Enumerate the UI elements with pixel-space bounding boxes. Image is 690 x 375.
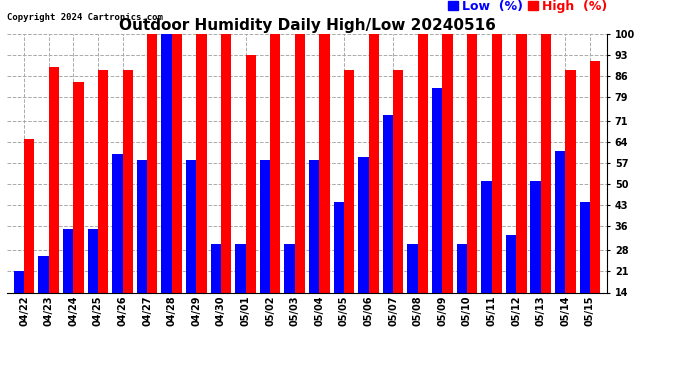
Bar — [137, 160, 147, 292]
Bar — [98, 70, 108, 292]
Bar — [506, 236, 516, 292]
Bar — [491, 34, 502, 292]
Bar — [260, 160, 270, 292]
Bar — [334, 202, 344, 292]
Bar — [112, 154, 123, 292]
Bar — [309, 160, 319, 292]
Bar — [541, 34, 551, 292]
Bar — [383, 115, 393, 292]
Bar — [147, 34, 157, 292]
Bar — [172, 34, 182, 292]
Legend: Low  (%), High  (%): Low (%), High (%) — [448, 0, 607, 13]
Bar — [284, 244, 295, 292]
Bar — [358, 157, 368, 292]
Bar — [88, 230, 98, 292]
Bar — [555, 151, 565, 292]
Bar — [14, 272, 24, 292]
Text: Copyright 2024 Cartronics.com: Copyright 2024 Cartronics.com — [7, 13, 163, 22]
Bar — [49, 67, 59, 292]
Bar — [531, 181, 541, 292]
Bar — [432, 88, 442, 292]
Bar — [295, 34, 305, 292]
Bar — [417, 34, 428, 292]
Bar — [442, 34, 453, 292]
Bar — [63, 230, 73, 292]
Bar — [186, 160, 197, 292]
Bar — [39, 256, 49, 292]
Bar — [407, 244, 417, 292]
Bar — [197, 34, 207, 292]
Bar — [467, 34, 477, 292]
Bar — [161, 34, 172, 292]
Title: Outdoor Humidity Daily High/Low 20240516: Outdoor Humidity Daily High/Low 20240516 — [119, 18, 495, 33]
Bar — [235, 244, 246, 292]
Bar — [481, 181, 491, 292]
Bar — [24, 139, 34, 292]
Bar — [221, 34, 231, 292]
Bar — [457, 244, 467, 292]
Bar — [516, 34, 526, 292]
Bar — [270, 34, 280, 292]
Bar — [590, 61, 600, 292]
Bar — [73, 82, 83, 292]
Bar — [344, 70, 354, 292]
Bar — [210, 244, 221, 292]
Bar — [246, 55, 256, 292]
Bar — [580, 202, 590, 292]
Bar — [319, 34, 330, 292]
Bar — [393, 70, 404, 292]
Bar — [565, 70, 575, 292]
Bar — [368, 34, 379, 292]
Bar — [123, 70, 133, 292]
